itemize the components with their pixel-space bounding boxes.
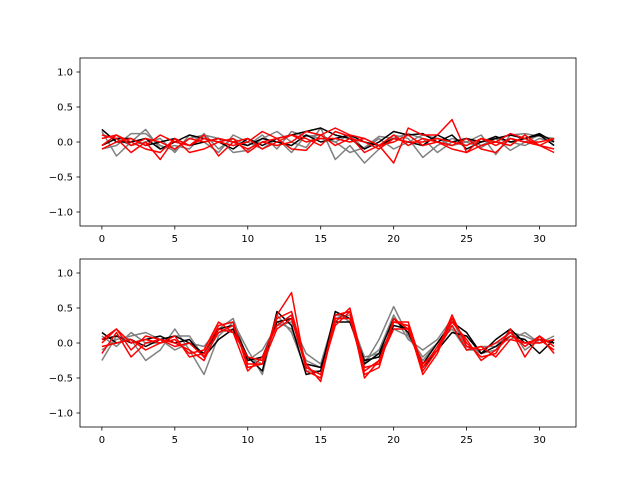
y-tick-label: 0.5 <box>57 304 73 315</box>
plot-area <box>101 291 555 383</box>
series-line-8 <box>101 130 555 154</box>
y-tick-label: −0.5 <box>49 374 73 385</box>
x-tick-label: 5 <box>172 234 178 245</box>
x-tick-label: 10 <box>241 234 254 245</box>
y-tick-label: 1.0 <box>57 269 73 280</box>
x-tick-label: 10 <box>241 435 254 446</box>
y-tick-label: −1.0 <box>49 208 73 219</box>
x-tick-label: 20 <box>387 435 400 446</box>
x-tick-label: 0 <box>99 234 105 245</box>
y-tick-label: −1.0 <box>49 409 73 420</box>
x-tick-label: 30 <box>533 234 546 245</box>
series-line-7 <box>101 134 555 154</box>
y-tick-label: 0.0 <box>57 138 73 149</box>
x-tick-label: 25 <box>460 234 473 245</box>
x-tick-label: 15 <box>314 435 327 446</box>
y-tick-label: 0.0 <box>57 339 73 350</box>
x-tick-label: 5 <box>172 435 178 446</box>
plot-area <box>101 118 555 164</box>
x-tick-label: 20 <box>387 234 400 245</box>
x-tick-label: 30 <box>533 435 546 446</box>
x-tick-label: 15 <box>314 234 327 245</box>
series-line-8 <box>101 310 555 379</box>
x-tick-label: 25 <box>460 435 473 446</box>
x-tick-label: 0 <box>99 435 105 446</box>
top-subplot: 0 5 10 15 20 25 30 −1.0 −0.5 0.0 0.5 1.0 <box>49 57 577 245</box>
y-tick-label: 1.0 <box>57 68 73 79</box>
y-tick-label: −0.5 <box>49 173 73 184</box>
bottom-subplot: 0 5 10 15 20 25 30 −1.0 −0.5 0.0 0.5 1.0 <box>49 258 577 446</box>
y-tick-label: 0.5 <box>57 103 73 114</box>
